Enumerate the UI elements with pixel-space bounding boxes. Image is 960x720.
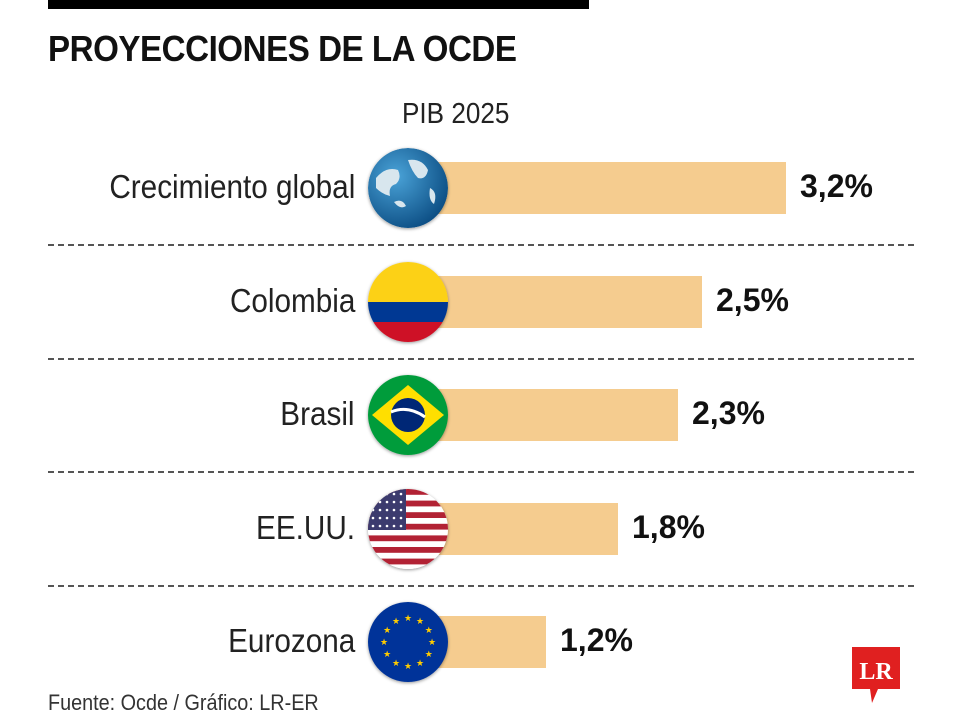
category-label: Colombia — [229, 281, 355, 319]
svg-text:★: ★ — [380, 638, 388, 648]
source-note: Fuente: Ocde / Gráfico: LR-ER — [48, 690, 319, 715]
value-label: 1,8% — [632, 508, 705, 545]
value-label: 2,3% — [692, 395, 765, 431]
bar-row: Crecimiento global 3,2% — [0, 140, 960, 240]
eu-flag-icon: ★ ★ ★ ★ ★ ★ ★ ★ ★ ★ ★ ★ — [368, 602, 448, 682]
svg-text:★: ★ — [416, 659, 424, 669]
svg-text:★: ★ — [425, 650, 433, 660]
brazil-flag-icon — [368, 375, 448, 455]
bar — [402, 389, 678, 441]
bar-row: Brasil 2,3% — [0, 367, 960, 467]
logo-text: LR — [859, 659, 893, 685]
value-label: 3,2% — [800, 168, 873, 204]
value-label: 2,5% — [716, 281, 789, 318]
bar — [402, 275, 702, 328]
category-label: Eurozona — [227, 622, 355, 659]
chart-title: PROYECCIONES DE LA OCDE — [48, 28, 517, 69]
row-divider — [48, 357, 914, 360]
top-rule — [48, 0, 589, 9]
row-divider — [48, 244, 914, 246]
row-divider — [48, 471, 914, 473]
category-label: Crecimiento global — [109, 168, 355, 205]
svg-text:★: ★ — [428, 638, 436, 648]
chart-subtitle: PIB 2025 — [402, 98, 510, 130]
bar-row: EE.UU. 1,8% — [0, 481, 960, 581]
category-label: Brasil — [280, 395, 355, 432]
svg-text:★: ★ — [392, 617, 400, 627]
globe-icon — [368, 148, 448, 228]
svg-text:★: ★ — [425, 626, 433, 636]
colombia-flag-icon — [368, 261, 448, 342]
svg-text:★: ★ — [383, 626, 391, 636]
usa-flag-icon — [368, 488, 448, 569]
bar-row: Eurozona ★ ★ ★ ★ ★ ★ ★ ★ ★ ★ ★ ★ 1,2% — [0, 594, 960, 694]
svg-text:★: ★ — [392, 659, 400, 669]
svg-text:★: ★ — [416, 617, 424, 627]
svg-text:★: ★ — [404, 662, 412, 672]
value-label: 1,2% — [560, 622, 633, 658]
category-label: EE.UU. — [255, 508, 355, 546]
svg-text:★: ★ — [404, 614, 412, 624]
lr-logo: LR — [850, 645, 902, 709]
svg-text:★: ★ — [383, 650, 391, 660]
bar — [402, 162, 786, 214]
bar-row: Colombia 2,5% — [0, 254, 960, 354]
row-divider — [48, 584, 914, 587]
